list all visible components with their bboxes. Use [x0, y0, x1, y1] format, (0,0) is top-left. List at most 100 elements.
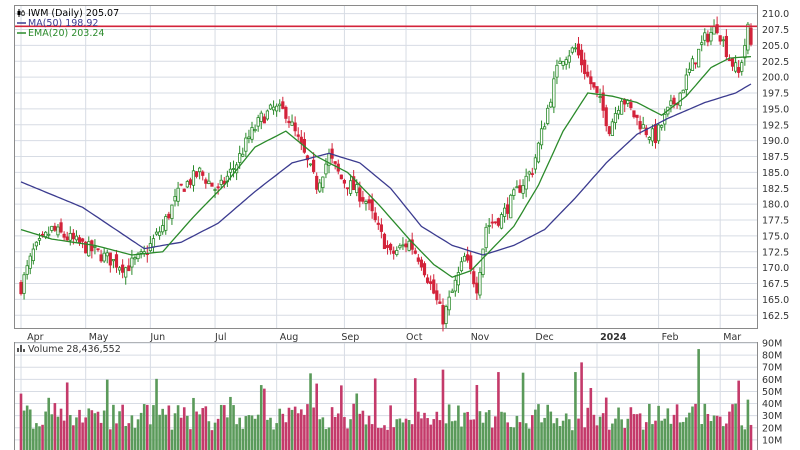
- candle-body: [219, 179, 223, 185]
- candle-body: [164, 216, 168, 231]
- volume-bar: [115, 423, 118, 450]
- volume-bar: [278, 408, 282, 450]
- candlestick: [84, 240, 88, 254]
- volume-bar: [460, 426, 463, 450]
- candle-body: [555, 64, 559, 78]
- y-tick-label: 205.0: [762, 41, 789, 52]
- candlestick: [697, 48, 701, 68]
- candlestick: [352, 170, 356, 191]
- volume-bar: [500, 411, 503, 450]
- volume-bar: [182, 407, 186, 450]
- candle-body: [435, 290, 439, 301]
- candle-body: [515, 186, 519, 189]
- candle-body: [275, 105, 279, 112]
- volume-bar: [567, 419, 571, 450]
- volume-bar: [216, 418, 220, 450]
- candle-body: [453, 279, 457, 292]
- candle-body: [570, 47, 574, 53]
- candle-body: [478, 272, 482, 296]
- candle-body: [441, 305, 445, 325]
- candlestick: [19, 280, 23, 296]
- x-tick-label: Sep: [341, 332, 359, 343]
- candle-body: [583, 59, 587, 75]
- volume-bar: [534, 409, 537, 450]
- candlestick: [459, 257, 464, 273]
- candlestick: [410, 232, 414, 255]
- volume-bar: [238, 417, 241, 450]
- candle-body: [117, 267, 122, 271]
- candlestick: [321, 176, 325, 193]
- candle-body: [518, 185, 522, 193]
- candle-body: [506, 204, 510, 214]
- candle-body: [259, 112, 263, 122]
- volume-icon-bar: [23, 349, 25, 352]
- candle-body: [167, 213, 171, 219]
- ma50-line: [20, 83, 752, 256]
- candlestick: [50, 225, 54, 233]
- candle-body: [84, 241, 88, 254]
- volume-tick-label: 60M: [762, 375, 782, 386]
- volume-bar: [715, 415, 719, 450]
- candlestick: [121, 259, 125, 279]
- candle-body: [586, 71, 590, 77]
- candlestick: [87, 236, 91, 257]
- volume-bar: [401, 422, 405, 450]
- volume-bar: [457, 405, 460, 450]
- candlestick: [472, 267, 476, 288]
- candle-body: [339, 174, 343, 180]
- volume-bar: [72, 425, 75, 450]
- volume-bar: [611, 423, 614, 450]
- volume-bar: [691, 406, 694, 450]
- candlestick: [493, 221, 497, 225]
- volume-bar: [130, 415, 134, 450]
- volume-bar: [346, 428, 349, 450]
- candlestick: [647, 136, 651, 144]
- volume-bar: [734, 403, 737, 450]
- volume-bar: [638, 413, 642, 450]
- x-tick-label: May: [89, 332, 109, 343]
- candlestick: [616, 105, 621, 120]
- candle-body: [204, 179, 208, 184]
- volume-bar: [32, 428, 35, 450]
- candle-body: [700, 42, 704, 45]
- candle-body: [305, 155, 310, 161]
- candle-body: [419, 259, 424, 268]
- candlestick: [364, 199, 368, 211]
- volume-tick-label: 90M: [762, 339, 782, 350]
- candlestick: [521, 179, 525, 199]
- candlestick: [681, 89, 685, 94]
- candle-body: [228, 168, 233, 173]
- volume-bar: [527, 428, 531, 450]
- volume-bar: [118, 411, 121, 450]
- candle-body: [499, 214, 504, 229]
- candle-body: [561, 61, 565, 66]
- candlestick: [250, 121, 254, 143]
- candlestick: [595, 86, 599, 98]
- volume-bar: [189, 429, 192, 450]
- volume-bar: [296, 413, 300, 450]
- candlestick: [583, 52, 587, 80]
- volume-bar: [540, 422, 543, 450]
- candle-body: [484, 226, 488, 249]
- candlestick: [564, 56, 568, 70]
- candle-body: [28, 255, 32, 269]
- candlestick: [210, 182, 214, 187]
- candlestick: [96, 248, 100, 252]
- candlestick: [367, 195, 371, 211]
- volume-bar: [623, 428, 627, 450]
- volume-bar: [127, 423, 131, 450]
- volume-bar: [235, 424, 238, 450]
- volume-bar: [309, 373, 312, 450]
- candle-body: [410, 239, 414, 250]
- candlestick: [743, 38, 747, 66]
- volume-bar: [312, 407, 315, 450]
- candle-body: [352, 176, 356, 191]
- candlestick: [438, 293, 442, 304]
- y-tick-label: 190.0: [762, 136, 789, 147]
- candlestick: [607, 125, 611, 137]
- volume-bar: [469, 419, 473, 450]
- candlestick: [385, 240, 390, 255]
- candle-body: [238, 153, 242, 163]
- candle-body: [281, 101, 285, 109]
